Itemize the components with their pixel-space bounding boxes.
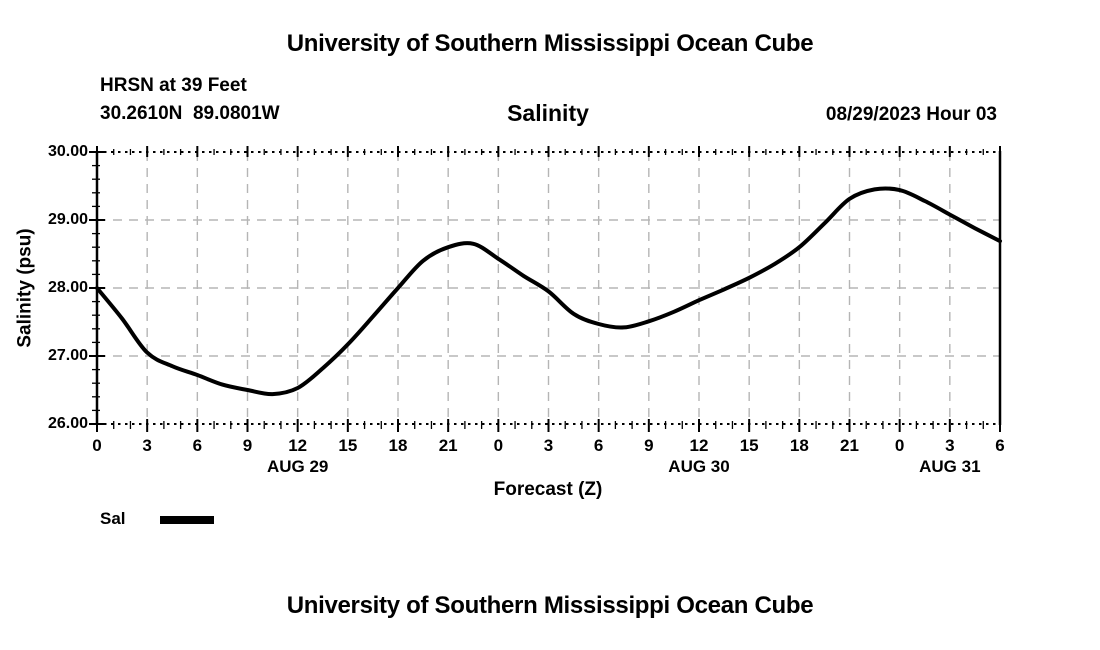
day-label: AUG 31 bbox=[919, 457, 981, 476]
y-tick-label: 27.00 bbox=[47, 347, 88, 364]
y-tick-label: 29.00 bbox=[47, 211, 88, 228]
x-tick-label: 12 bbox=[689, 436, 709, 455]
x-tick-label: 15 bbox=[739, 436, 759, 455]
day-label: AUG 29 bbox=[266, 457, 329, 476]
x-tick-label: 9 bbox=[644, 436, 654, 455]
y-tick-label: 30.00 bbox=[47, 143, 88, 160]
y-tick-label: 26.00 bbox=[47, 415, 88, 432]
x-tick-label: 6 bbox=[192, 436, 203, 455]
x-tick-label: 6 bbox=[593, 436, 604, 455]
x-tick-label: 0 bbox=[92, 436, 102, 455]
sal-series-line bbox=[95, 186, 1002, 397]
x-tick-label: 18 bbox=[388, 436, 408, 455]
x-tick-label: 15 bbox=[338, 436, 358, 455]
x-tick-label: 0 bbox=[493, 436, 504, 455]
run-datetime-label: 08/29/2023 Hour 03 bbox=[825, 104, 997, 125]
x-tick-label: 3 bbox=[543, 436, 554, 455]
x-tick-label: 12 bbox=[288, 436, 308, 455]
y-axis-title: Salinity (psu) bbox=[14, 228, 36, 348]
station-depth-label: HRSN at 39 Feet bbox=[100, 75, 247, 96]
x-tick-label: 21 bbox=[438, 436, 458, 455]
page-title: University of Southern Mississippi Ocean… bbox=[286, 30, 814, 57]
x-tick-label: 0 bbox=[894, 436, 905, 455]
legend-line-swatch bbox=[160, 516, 214, 524]
x-tick-label: 3 bbox=[142, 436, 152, 455]
x-axis-title: Forecast (Z) bbox=[493, 479, 603, 500]
next-panel-title: University of Southern Mississippi Ocean… bbox=[286, 592, 814, 619]
x-tick-label: 9 bbox=[242, 436, 253, 455]
x-tick-label: 3 bbox=[945, 436, 955, 455]
legend-series-label: Sal bbox=[100, 509, 126, 528]
coordinates-label: 30.2610N 89.0801W bbox=[100, 103, 280, 124]
x-tick-label: 18 bbox=[789, 436, 809, 455]
day-label: AUG 30 bbox=[668, 457, 730, 476]
x-tick-label: 6 bbox=[995, 436, 1005, 455]
x-tick-label: 21 bbox=[840, 436, 859, 455]
y-tick-label: 28.00 bbox=[47, 279, 88, 296]
panel-title: Salinity bbox=[507, 100, 589, 126]
